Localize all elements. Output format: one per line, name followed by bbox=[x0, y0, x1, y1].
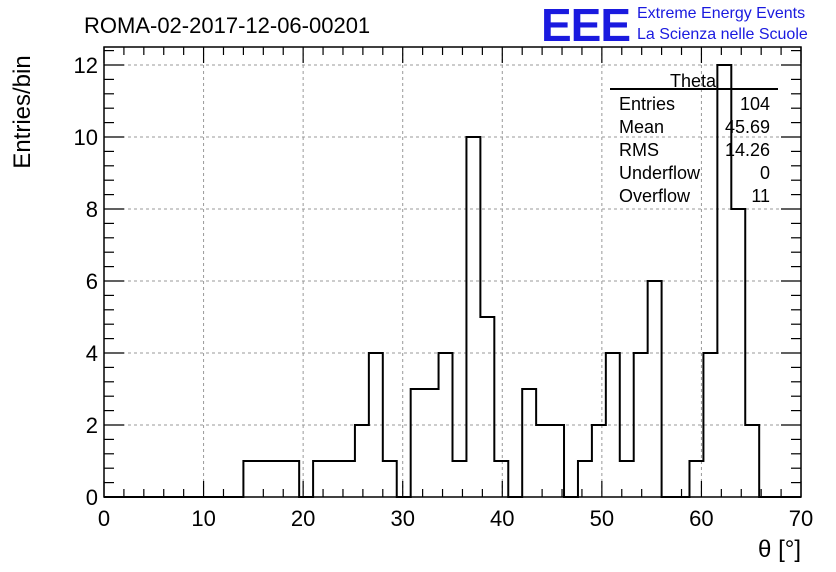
stats-value: 0 bbox=[760, 163, 770, 183]
logo-line-1: Extreme Energy Events bbox=[637, 5, 805, 22]
logo-line-2: La Scienza nelle Scuole bbox=[637, 26, 808, 43]
x-tick-label: 10 bbox=[191, 506, 215, 531]
y-tick-label: 8 bbox=[86, 197, 98, 222]
stats-label: Underflow bbox=[619, 163, 701, 183]
stats-value: 14.26 bbox=[725, 140, 770, 160]
y-tick-label: 4 bbox=[86, 341, 98, 366]
stats-title: Theta bbox=[670, 71, 717, 91]
axis-ticks bbox=[103, 47, 802, 498]
chart-title: ROMA-02-2017-12-06-00201 bbox=[84, 13, 370, 38]
stats-label: RMS bbox=[619, 140, 659, 160]
x-tick-label: 60 bbox=[689, 506, 713, 531]
stats-box: Theta Entries 104 Mean 45.69 RMS 14.26 Underfl… bbox=[610, 71, 778, 206]
y-tick-label: 2 bbox=[86, 413, 98, 438]
y-tick-labels: 0 2 4 6 8 10 12 bbox=[74, 53, 98, 510]
logo-mark: EEE bbox=[541, 0, 630, 51]
stats-value: 45.69 bbox=[725, 117, 770, 137]
x-tick-label: 30 bbox=[390, 506, 414, 531]
y-axis-title: Entries/bin bbox=[9, 55, 36, 168]
x-tick-label: 20 bbox=[291, 506, 315, 531]
stats-label: Overflow bbox=[619, 186, 691, 206]
eee-logo: EEE Extreme Energy Events La Scienza nel… bbox=[541, 0, 808, 51]
x-tick-label: 40 bbox=[490, 506, 514, 531]
x-tick-labels: 0 10 20 30 40 50 60 70 bbox=[98, 506, 813, 531]
stats-value: 104 bbox=[740, 94, 770, 114]
y-tick-label: 0 bbox=[86, 485, 98, 510]
y-tick-label: 12 bbox=[74, 53, 98, 78]
x-tick-label: 0 bbox=[98, 506, 110, 531]
y-tick-label: 6 bbox=[86, 269, 98, 294]
histogram-outline bbox=[104, 64, 801, 498]
stats-label: Entries bbox=[619, 94, 675, 114]
stats-label: Mean bbox=[619, 117, 664, 137]
x-axis-title: θ [°] bbox=[758, 536, 801, 563]
stats-rows: Entries 104 Mean 45.69 RMS 14.26 Underflow 0 Ove… bbox=[619, 94, 770, 206]
stats-value: 11 bbox=[751, 186, 770, 206]
plot-frame bbox=[103, 46, 802, 498]
x-tick-label: 70 bbox=[789, 506, 813, 531]
x-tick-label: 50 bbox=[590, 506, 614, 531]
y-tick-label: 10 bbox=[74, 125, 98, 150]
